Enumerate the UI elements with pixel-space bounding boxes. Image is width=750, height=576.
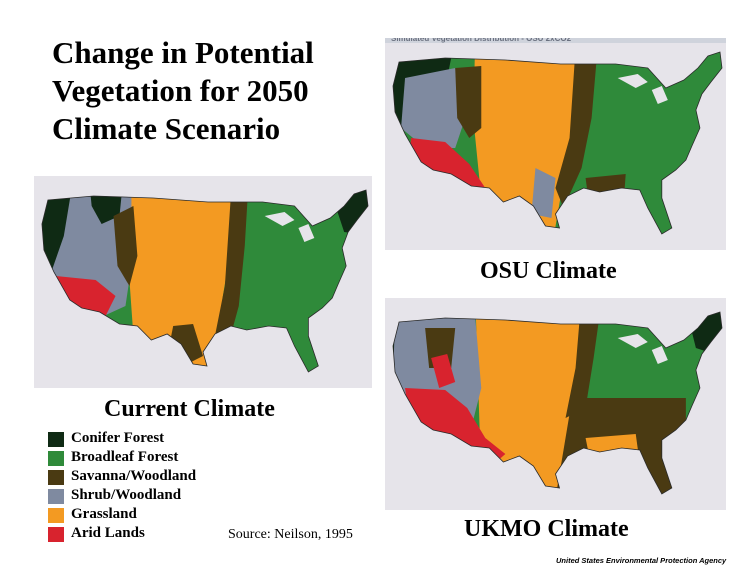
map-header-text: Simulated Vegetation Distribution - OSU … bbox=[391, 38, 572, 43]
legend-swatch-arid bbox=[48, 527, 64, 542]
title-line-2: Vegetation for 2050 bbox=[52, 73, 309, 108]
legend-label: Conifer Forest bbox=[71, 430, 165, 446]
great-lakes bbox=[617, 74, 668, 104]
title-line-3: Climate Scenario bbox=[52, 111, 281, 146]
vegetation-region-arid bbox=[431, 354, 456, 388]
map-current-climate bbox=[34, 176, 372, 388]
legend-swatch-grassland bbox=[48, 508, 64, 523]
vegetation-region-grassland bbox=[128, 190, 238, 372]
legend-label: Shrub/Woodland bbox=[71, 487, 182, 503]
vegetation-region-grassland bbox=[475, 312, 591, 494]
legend-label: Broadleaf Forest bbox=[71, 449, 179, 465]
vegetation-map bbox=[392, 51, 723, 235]
great-lakes bbox=[617, 334, 668, 364]
vegetation-region-grassland bbox=[473, 52, 586, 234]
title-line-1: Change in Potential bbox=[52, 35, 314, 70]
vegetation-region-savanna bbox=[565, 312, 601, 418]
us-outline bbox=[41, 189, 369, 373]
us-outline bbox=[392, 311, 723, 495]
map-ukmo-climate bbox=[385, 298, 726, 510]
page-title: Change in Potential Vegetation for 2050 … bbox=[52, 34, 382, 148]
map-osu-climate: Simulated Vegetation Distribution - OSU … bbox=[385, 38, 726, 250]
great-lakes bbox=[264, 212, 315, 242]
vegetation-region-conifer bbox=[88, 190, 124, 224]
vegetation-region-savanna bbox=[555, 52, 598, 208]
us-outline bbox=[392, 51, 723, 235]
vegetation-region-savanna bbox=[214, 196, 248, 346]
vegetation-map bbox=[41, 189, 369, 373]
agency-credit: United States Environmental Protection A… bbox=[556, 556, 727, 565]
caption-current-climate: Current Climate bbox=[104, 396, 275, 422]
legend-swatch-shrub bbox=[48, 489, 64, 504]
source-citation: Source: Neilson, 1995 bbox=[228, 527, 353, 542]
legend-label: Arid Lands bbox=[71, 525, 145, 541]
legend-swatch-conifer bbox=[48, 432, 64, 447]
legend-swatch-savanna bbox=[48, 470, 64, 485]
caption-ukmo-climate: UKMO Climate bbox=[464, 516, 629, 542]
vegetation-region-savanna bbox=[455, 66, 482, 138]
vegetation-region-grassland bbox=[585, 434, 642, 488]
legend-label: Grassland bbox=[71, 506, 137, 522]
legend-label: Savanna/Woodland bbox=[71, 468, 197, 484]
legend-swatch-broadleaf bbox=[48, 451, 64, 466]
caption-osu-climate: OSU Climate bbox=[480, 258, 617, 284]
vegetation-region-shrub bbox=[531, 168, 556, 218]
vegetation-map bbox=[392, 311, 723, 495]
vegetation-region-shrub bbox=[401, 68, 466, 148]
vegetation-region-savanna bbox=[113, 206, 138, 286]
map-header-strip: Simulated Vegetation Distribution - OSU … bbox=[385, 38, 726, 43]
